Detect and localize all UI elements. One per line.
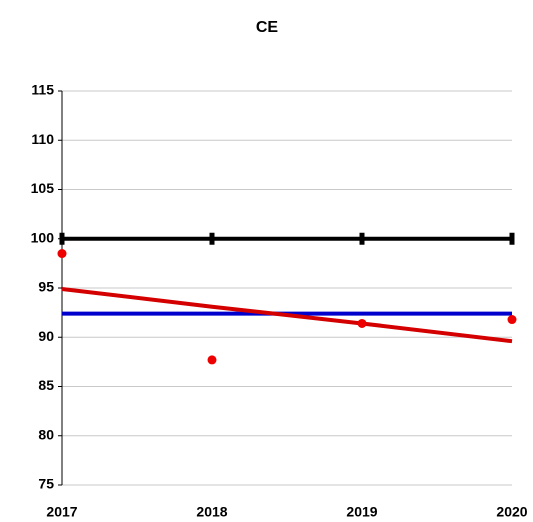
x-tick-label: 2019	[346, 504, 377, 520]
series-line	[61, 286, 513, 344]
chart-title: CE	[256, 19, 279, 36]
y-tick-label: 115	[31, 82, 54, 98]
y-tick-label: 110	[31, 131, 54, 147]
y-tick-label: 95	[38, 279, 54, 295]
point-marker	[359, 232, 365, 245]
point-marker	[507, 315, 517, 325]
point-marker	[57, 249, 67, 259]
y-tick-label: 105	[31, 180, 55, 196]
y-tick-label: 90	[38, 328, 54, 344]
y-tick-label: 85	[38, 377, 54, 393]
x-tick-label: 2018	[196, 504, 227, 520]
point-marker	[59, 232, 65, 245]
point-marker	[357, 318, 367, 328]
x-tick-label: 2020	[496, 504, 527, 520]
y-tick-label: 75	[38, 476, 54, 492]
x-tick-label: 2017	[46, 504, 77, 520]
point-marker	[509, 232, 515, 245]
point-marker	[209, 232, 215, 245]
point-marker	[207, 355, 217, 365]
y-tick-label: 100	[31, 229, 55, 245]
y-tick-label: 80	[38, 426, 54, 442]
